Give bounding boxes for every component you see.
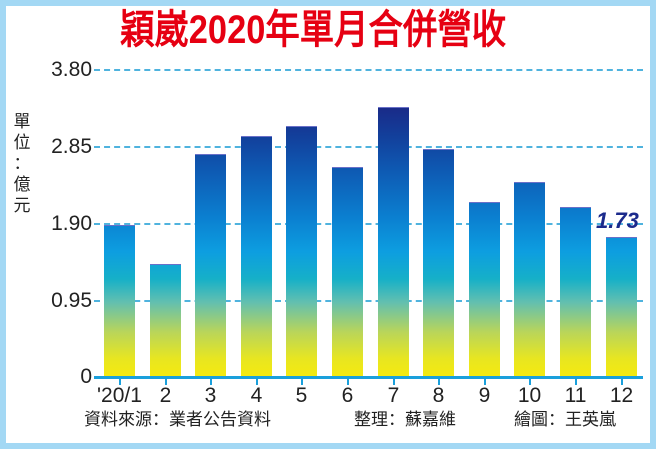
- bar: [606, 237, 637, 377]
- y-tick-label: 1.90: [51, 212, 92, 235]
- value-label-december: 1.73: [596, 208, 639, 233]
- y-tick-label: 0.95: [51, 289, 92, 312]
- unit-char: 億: [13, 175, 31, 195]
- x-tick-mark: [300, 379, 303, 385]
- x-tick-mark: [528, 379, 531, 385]
- bar: [104, 225, 135, 377]
- y-tick-label: 0: [80, 365, 92, 388]
- bar: [150, 264, 181, 377]
- x-tick-label: 7: [387, 384, 400, 407]
- y-tick-label: 3.80: [51, 58, 92, 81]
- x-tick-mark: [483, 379, 486, 385]
- gridline: [94, 69, 643, 71]
- unit-char: ：: [13, 154, 31, 174]
- editor-credit: 整理：蘇嘉維: [354, 410, 456, 430]
- x-tick-label: 6: [341, 384, 354, 407]
- bar: [286, 126, 317, 377]
- x-tick-label: 5: [295, 384, 308, 407]
- x-tick-mark: [209, 379, 212, 385]
- chart-title: 穎崴2020年單月合併營收: [120, 8, 507, 52]
- illustrator-credit: 繪圖：王英嵐: [514, 410, 616, 430]
- x-tick-label: 3: [204, 384, 217, 407]
- bar: [332, 167, 363, 377]
- unit-char: 位: [13, 133, 31, 153]
- x-tick-mark: [437, 379, 440, 385]
- gridline: [94, 146, 643, 148]
- unit-char: 單: [13, 112, 31, 132]
- x-tick-mark: [346, 379, 349, 385]
- x-tick-label: 4: [250, 384, 263, 407]
- bar: [423, 149, 454, 377]
- bar: [560, 207, 591, 377]
- x-tick-label: '20/1: [97, 384, 142, 407]
- x-tick-label: 2: [159, 384, 172, 407]
- x-tick-mark: [620, 379, 623, 385]
- x-tick-label: 12: [609, 384, 634, 407]
- x-tick-mark: [255, 379, 258, 385]
- unit-char: 元: [13, 196, 31, 216]
- x-tick-label: 9: [478, 384, 491, 407]
- source-credit: 資料來源：業者公告資料: [84, 410, 271, 430]
- bar: [469, 202, 500, 377]
- x-tick-label: 10: [517, 384, 542, 407]
- x-tick-mark: [164, 379, 167, 385]
- bar: [241, 136, 272, 377]
- y-tick-label: 2.85: [51, 135, 92, 158]
- x-axis-line: [94, 376, 643, 379]
- bar: [378, 107, 409, 377]
- x-tick-mark: [392, 379, 395, 385]
- bar: [514, 182, 545, 377]
- x-tick-label: 8: [432, 384, 445, 407]
- gridline: [94, 300, 643, 302]
- x-tick-mark: [574, 379, 577, 385]
- x-tick-mark: [118, 379, 121, 385]
- y-axis-unit-label: 單 位 ： 億 元: [8, 112, 36, 217]
- bar: [195, 154, 226, 377]
- gridline: [94, 223, 643, 225]
- x-tick-label: 11: [564, 384, 587, 407]
